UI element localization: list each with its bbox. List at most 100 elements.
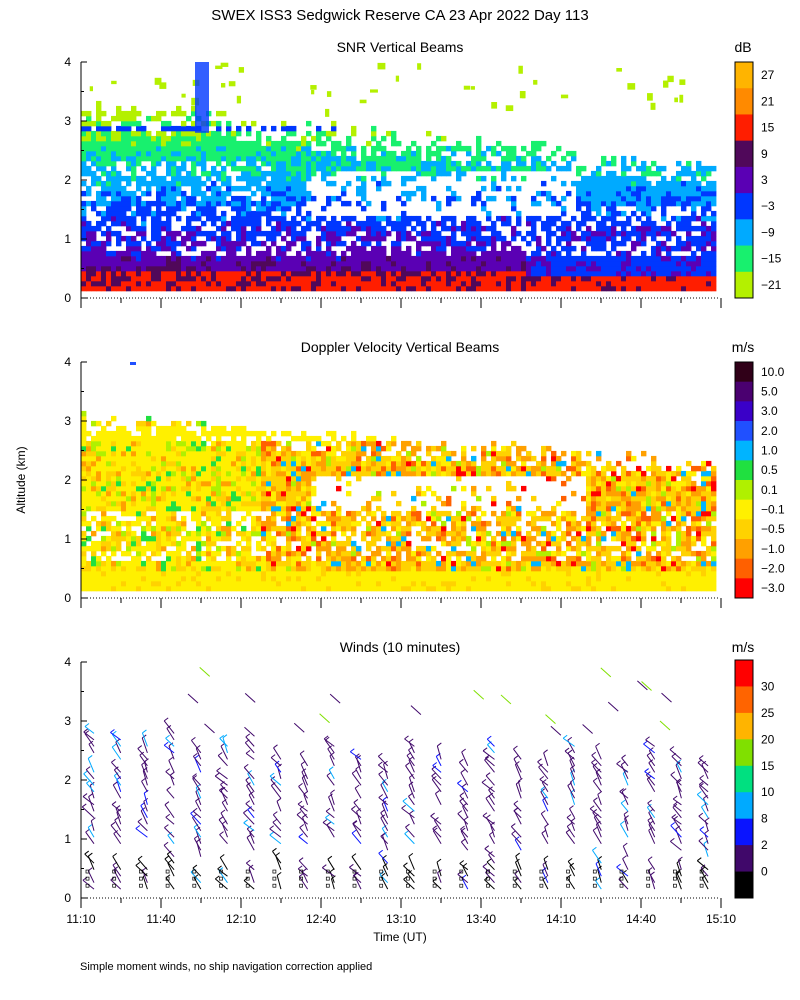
- snr-cell: [141, 205, 147, 212]
- snr-cell: [216, 150, 222, 157]
- snr-cell: [296, 230, 302, 237]
- doppler-cell: [456, 565, 462, 572]
- doppler-cell: [301, 505, 307, 512]
- snr-cell: [106, 260, 112, 267]
- snr-cell: [616, 275, 622, 282]
- snr-cell: [551, 215, 557, 222]
- doppler-cell: [166, 440, 172, 447]
- doppler-cell: [451, 560, 457, 567]
- snr-cell: [666, 280, 672, 287]
- snr-cell: [466, 245, 472, 252]
- doppler-cell: [226, 565, 232, 572]
- colorbar-label: 3: [761, 173, 768, 187]
- doppler-cell: [266, 525, 272, 532]
- snr-cell: [641, 270, 647, 277]
- snr-cell: [371, 165, 377, 172]
- snr-cell: [463, 85, 471, 90]
- snr-cell: [111, 175, 117, 182]
- doppler-cell: [201, 580, 207, 587]
- doppler-cell: [191, 565, 197, 572]
- snr-cell: [331, 150, 337, 157]
- doppler-cell: [456, 515, 462, 522]
- snr-cell: [666, 225, 672, 232]
- doppler-cell: [111, 455, 117, 462]
- snr-cell: [321, 225, 327, 232]
- snr-cell: [581, 265, 587, 272]
- snr-cell: [576, 200, 582, 207]
- snr-cell: [191, 260, 197, 267]
- snr-cell: [581, 230, 587, 237]
- snr-cell: [81, 110, 87, 117]
- doppler-cell: [291, 570, 297, 577]
- snr-cell: [341, 285, 347, 292]
- doppler-cell: [146, 420, 152, 427]
- snr-cell: [581, 190, 587, 197]
- doppler-cell: [346, 540, 352, 547]
- snr-cell: [331, 260, 337, 267]
- snr-cell: [436, 245, 442, 252]
- doppler-cell: [241, 525, 247, 532]
- snr-cell: [366, 235, 372, 242]
- doppler-cell: [141, 465, 147, 472]
- snr-cell: [96, 190, 102, 197]
- snr-cell: [266, 255, 272, 262]
- snr-cell: [656, 185, 662, 192]
- doppler-cell: [301, 455, 307, 462]
- snr-cell: [381, 215, 387, 222]
- doppler-cell: [211, 540, 217, 547]
- snr-cell: [296, 145, 302, 152]
- doppler-cell: [401, 440, 407, 447]
- snr-cell: [116, 255, 122, 262]
- snr-cell: [676, 275, 682, 282]
- doppler-cell: [431, 585, 437, 592]
- snr-cell: [376, 140, 382, 147]
- doppler-cell: [251, 575, 257, 582]
- snr-cell: [456, 250, 462, 257]
- doppler-cell: [306, 480, 312, 487]
- doppler-cell: [286, 430, 292, 437]
- snr-cell: [576, 235, 582, 242]
- snr-cell: [106, 235, 112, 242]
- doppler-cell: [186, 420, 192, 427]
- snr-cell: [116, 110, 122, 117]
- doppler-cell: [171, 440, 177, 447]
- snr-cell: [136, 130, 142, 137]
- snr-cell: [496, 235, 502, 242]
- snr-cell: [611, 245, 617, 252]
- snr-cell: [126, 125, 132, 132]
- doppler-cell: [301, 585, 307, 592]
- snr-cell: [246, 165, 252, 172]
- doppler-cell: [176, 465, 182, 472]
- snr-cell: [626, 280, 632, 287]
- snr-cell: [141, 280, 147, 287]
- doppler-cell: [186, 435, 192, 442]
- snr-cell: [221, 210, 227, 217]
- snr-cell: [216, 145, 222, 152]
- snr-cell: [306, 150, 312, 157]
- snr-cell: [436, 145, 442, 152]
- doppler-cell: [146, 430, 152, 437]
- snr-cell: [701, 175, 707, 182]
- snr-cell: [246, 195, 252, 202]
- snr-cell: [261, 275, 267, 282]
- snr-cell: [486, 225, 492, 232]
- doppler-cell: [81, 425, 87, 432]
- doppler-cell: [196, 525, 202, 532]
- snr-cell: [621, 270, 627, 277]
- snr-cell: [306, 225, 312, 232]
- doppler-cell: [296, 585, 302, 592]
- snr-cell: [136, 140, 142, 147]
- doppler-cell: [411, 470, 417, 477]
- doppler-cell: [111, 490, 117, 497]
- snr-cell: [266, 160, 272, 167]
- snr-cell: [206, 260, 212, 267]
- doppler-cell: [81, 445, 87, 452]
- doppler-cell: [101, 490, 107, 497]
- snr-cell: [411, 255, 417, 262]
- snr-cell: [236, 95, 242, 104]
- doppler-cell: [386, 585, 392, 592]
- doppler-cell: [106, 570, 112, 577]
- snr-cell: [346, 155, 352, 162]
- snr-cell: [421, 170, 427, 177]
- snr-cell: [311, 89, 315, 95]
